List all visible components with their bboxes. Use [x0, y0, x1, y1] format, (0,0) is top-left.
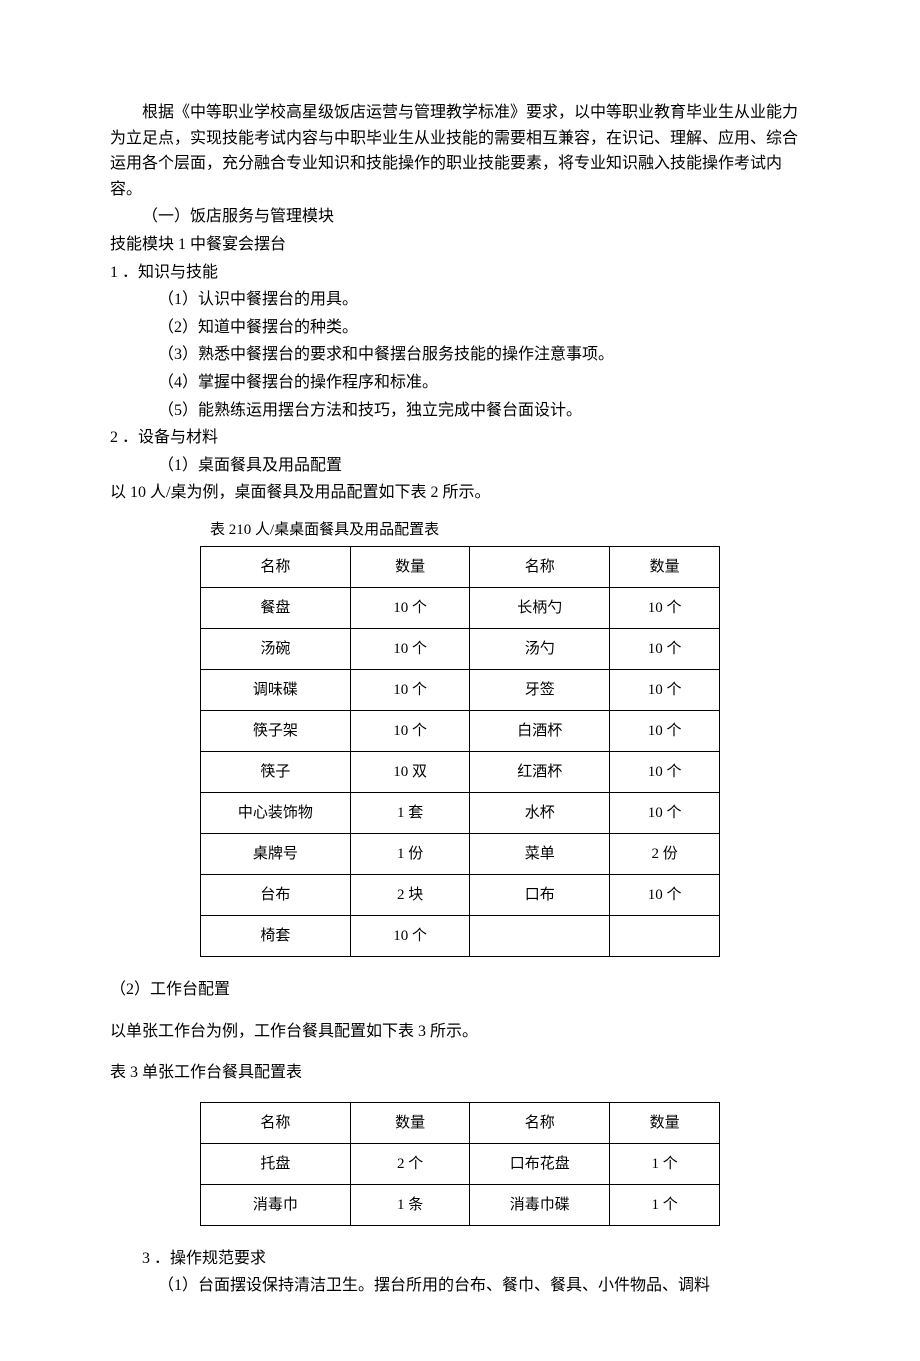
table-header: 数量: [610, 1102, 720, 1143]
table-header: 名称: [201, 546, 351, 587]
table-cell: 口布: [470, 874, 610, 915]
table-row: 台布 2 块 口布 10 个: [201, 874, 720, 915]
table-row: 筷子架 10 个 白酒杯 10 个: [201, 710, 720, 751]
table-cell: 10 个: [610, 669, 720, 710]
table-cell: 10 个: [610, 710, 720, 751]
table-row: 筷子 10 双 红酒杯 10 个: [201, 751, 720, 792]
table-cell: 1 套: [350, 792, 470, 833]
table2-caption: 表 210 人/桌桌面餐具及用品配置表: [210, 518, 810, 542]
table-cell: 10 个: [350, 915, 470, 956]
table-cell: 椅套: [201, 915, 351, 956]
table-header: 名称: [470, 546, 610, 587]
knowledge-item: （1）认识中餐摆台的用具。: [126, 287, 810, 313]
table-cell: 10 个: [610, 792, 720, 833]
table-cell: 白酒杯: [470, 710, 610, 751]
intro-paragraph: 根据《中等职业学校高星级饭店运营与管理教学标准》要求，以中等职业教育毕业生从业能…: [110, 100, 810, 202]
table2: 名称 数量 名称 数量 餐盘 10 个 长柄勺 10 个 汤碗 10 个 汤勺 …: [200, 546, 720, 957]
table-cell: 汤碗: [201, 628, 351, 669]
table-cell: 消毒巾碟: [470, 1184, 610, 1225]
knowledge-heading: 1 ．知识与技能: [110, 260, 810, 286]
table-header-row: 名称 数量 名称 数量: [201, 1102, 720, 1143]
table-cell: 10 个: [610, 628, 720, 669]
knowledge-item: （3）熟悉中餐摆台的要求和中餐摆台服务技能的操作注意事项。: [126, 342, 810, 368]
knowledge-item: （4）掌握中餐摆台的操作程序和标准。: [126, 370, 810, 396]
table-header: 数量: [610, 546, 720, 587]
table-cell: 1 个: [610, 1143, 720, 1184]
table-cell: 10 个: [610, 874, 720, 915]
module-heading: 技能模块 1 中餐宴会摆台: [110, 232, 810, 258]
table-cell: [470, 915, 610, 956]
table-row: 调味碟 10 个 牙签 10 个: [201, 669, 720, 710]
equipment-sub2-desc: 以单张工作台为例，工作台餐具配置如下表 3 所示。: [110, 1019, 810, 1045]
table-cell: 汤勺: [470, 628, 610, 669]
table-cell: 餐盘: [201, 587, 351, 628]
table-cell: 托盘: [201, 1143, 351, 1184]
table-row: 椅套 10 个: [201, 915, 720, 956]
operation-item: （1）台面摆设保持清洁卫生。摆台所用的台布、餐巾、餐具、小件物品、调料: [126, 1273, 810, 1299]
table-cell: 1 个: [610, 1184, 720, 1225]
operation-heading: 3 ．操作规范要求: [110, 1246, 810, 1272]
table-row: 消毒巾 1 条 消毒巾碟 1 个: [201, 1184, 720, 1225]
table-cell: 2 个: [350, 1143, 470, 1184]
table-row: 汤碗 10 个 汤勺 10 个: [201, 628, 720, 669]
table-cell: 调味碟: [201, 669, 351, 710]
table-cell: 10 个: [350, 628, 470, 669]
table-cell: 长柄勺: [470, 587, 610, 628]
table-row: 托盘 2 个 口布花盘 1 个: [201, 1143, 720, 1184]
table-header: 名称: [201, 1102, 351, 1143]
equipment-sub2-heading: （2）工作台配置: [110, 977, 810, 1003]
equipment-sub-heading: （1）桌面餐具及用品配置: [126, 453, 810, 479]
table-header: 数量: [350, 1102, 470, 1143]
knowledge-item: （5）能熟练运用摆台方法和技巧，独立完成中餐台面设计。: [126, 398, 810, 424]
table-row: 餐盘 10 个 长柄勺 10 个: [201, 587, 720, 628]
table-cell: 中心装饰物: [201, 792, 351, 833]
knowledge-item: （2）知道中餐摆台的种类。: [126, 315, 810, 341]
table-cell: [610, 915, 720, 956]
section-heading: （一）饭店服务与管理模块: [110, 204, 810, 230]
table-cell: 10 个: [350, 710, 470, 751]
equipment-heading: 2 ．设备与材料: [110, 425, 810, 451]
table3-caption: 表 3 单张工作台餐具配置表: [110, 1060, 810, 1086]
table-cell: 10 双: [350, 751, 470, 792]
table-cell: 消毒巾: [201, 1184, 351, 1225]
table-header-row: 名称 数量 名称 数量: [201, 546, 720, 587]
table-cell: 水杯: [470, 792, 610, 833]
table-cell: 10 个: [350, 669, 470, 710]
table-row: 桌牌号 1 份 菜单 2 份: [201, 833, 720, 874]
table-header: 数量: [350, 546, 470, 587]
table-header: 名称: [470, 1102, 610, 1143]
table-cell: 筷子架: [201, 710, 351, 751]
table-cell: 台布: [201, 874, 351, 915]
equipment-sub-desc: 以 10 人/桌为例，桌面餐具及用品配置如下表 2 所示。: [110, 480, 810, 506]
table-cell: 10 个: [610, 587, 720, 628]
table-cell: 10 个: [350, 587, 470, 628]
table-cell: 1 条: [350, 1184, 470, 1225]
table-cell: 1 份: [350, 833, 470, 874]
table-row: 中心装饰物 1 套 水杯 10 个: [201, 792, 720, 833]
table-cell: 红酒杯: [470, 751, 610, 792]
table-cell: 口布花盘: [470, 1143, 610, 1184]
table3: 名称 数量 名称 数量 托盘 2 个 口布花盘 1 个 消毒巾 1 条 消毒巾碟…: [200, 1102, 720, 1226]
table-cell: 2 块: [350, 874, 470, 915]
table-cell: 菜单: [470, 833, 610, 874]
table-cell: 2 份: [610, 833, 720, 874]
table-cell: 筷子: [201, 751, 351, 792]
table-cell: 牙签: [470, 669, 610, 710]
table-cell: 桌牌号: [201, 833, 351, 874]
table-cell: 10 个: [610, 751, 720, 792]
